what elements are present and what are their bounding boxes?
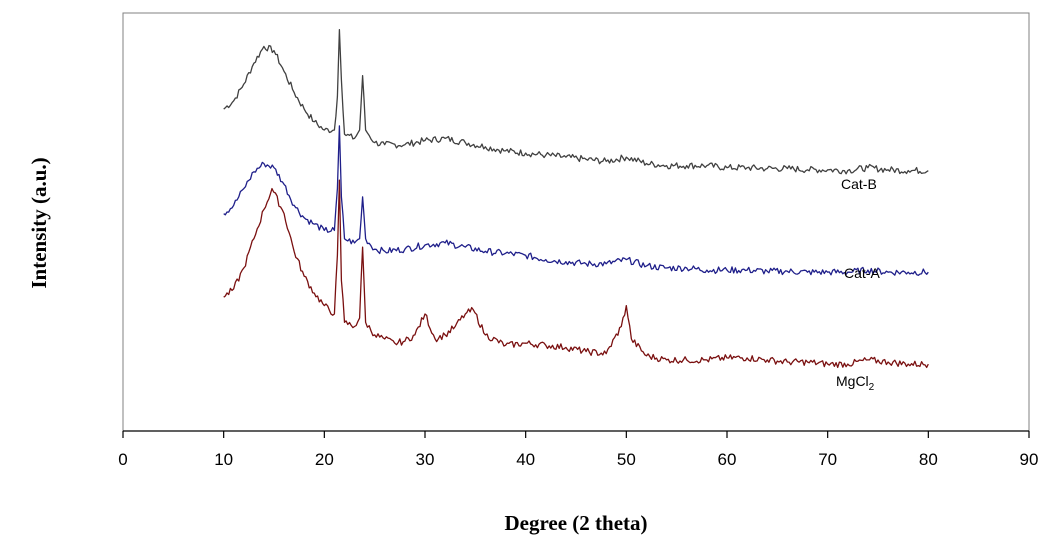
y-axis-title: Intensity (a.u.) xyxy=(27,157,51,288)
x-tick-label: 10 xyxy=(214,450,233,469)
plot-frame xyxy=(122,12,1030,432)
x-tick-label: 70 xyxy=(818,450,837,469)
series-line-mgcl2 xyxy=(223,179,929,369)
series-line-cat-a xyxy=(223,125,929,276)
series-label: Cat-A xyxy=(844,265,880,281)
x-tick-label: 40 xyxy=(516,450,535,469)
x-tick-label: 20 xyxy=(315,450,334,469)
series-line-cat-b xyxy=(223,29,929,175)
x-tick-label: 80 xyxy=(919,450,938,469)
x-tick-label: 50 xyxy=(617,450,636,469)
x-tick-layer: 0 10 20 30 40 50 60 70 80 90 xyxy=(118,431,1038,469)
x-tick-label: 60 xyxy=(718,450,737,469)
series-layer xyxy=(223,29,929,369)
series-label: Cat-B xyxy=(841,176,877,192)
series-label: MgCl2 xyxy=(836,373,875,393)
series-label-subscript: 2 xyxy=(869,382,875,393)
x-tick-label: 30 xyxy=(416,450,435,469)
series-label-main: Cat-A xyxy=(844,265,880,281)
series-label-layer: Cat-B Cat-A MgCl2 xyxy=(836,176,880,393)
x-tick-label: 0 xyxy=(118,450,127,469)
series-label-main: MgCl xyxy=(836,373,869,389)
series-label-main: Cat-B xyxy=(841,176,877,192)
x-axis-title: Degree (2 theta) xyxy=(504,511,647,535)
x-tick-label: 90 xyxy=(1020,450,1039,469)
